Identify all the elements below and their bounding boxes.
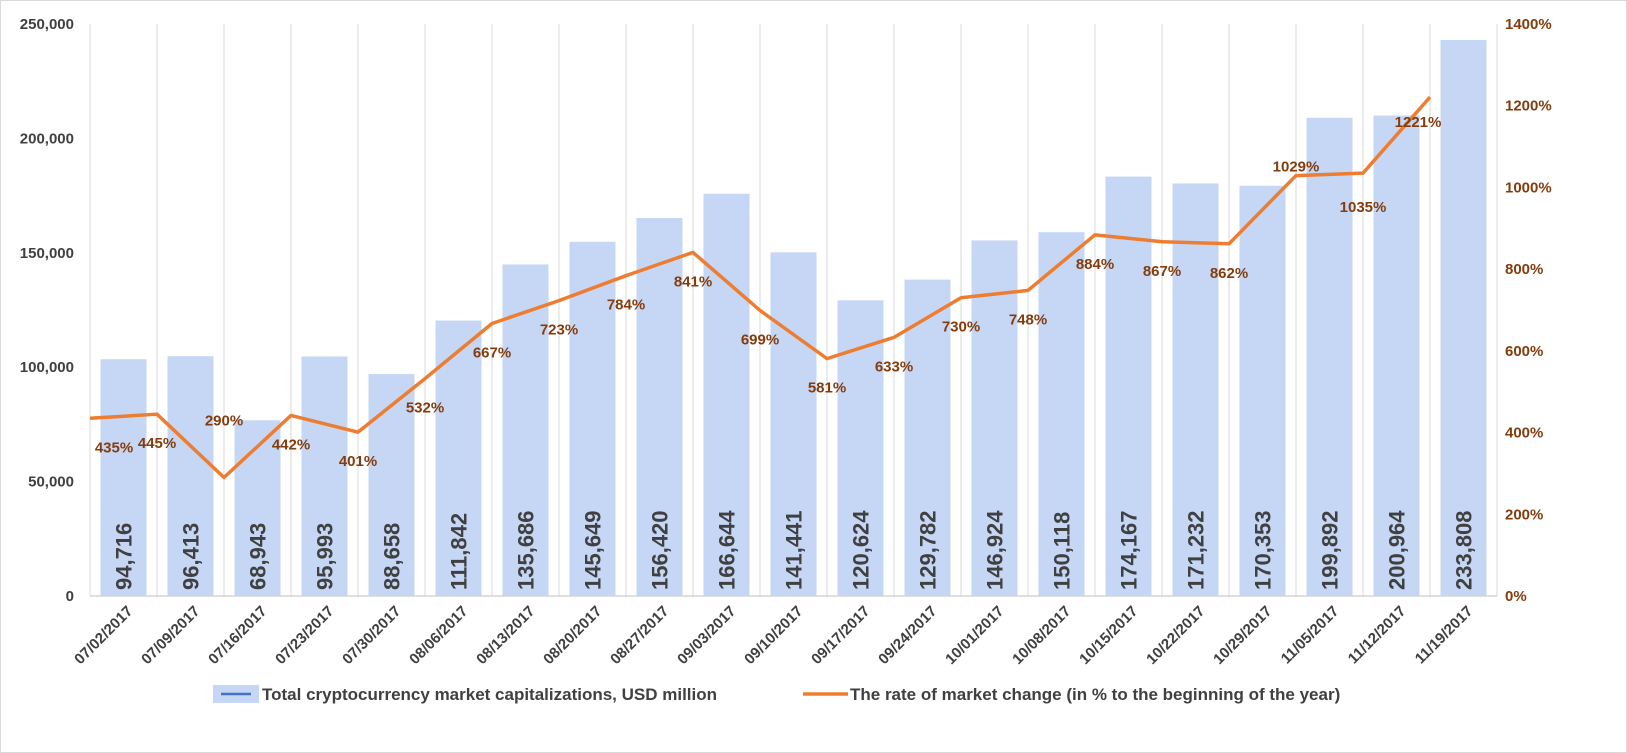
bar	[569, 241, 616, 596]
bar-value-label: 68,943	[246, 523, 271, 590]
bar	[1373, 115, 1420, 597]
line-value-label: 445%	[138, 435, 176, 452]
line-value-label: 1035%	[1340, 199, 1387, 216]
y-right-tick-label: 1200%	[1505, 98, 1552, 115]
bar-value-label: 95,993	[313, 523, 338, 590]
bar	[1440, 40, 1487, 597]
bar	[1105, 176, 1152, 596]
line-value-label: 723%	[540, 322, 578, 339]
y-left-tick-label: 150,000	[20, 245, 74, 262]
bar-value-label: 129,782	[916, 510, 941, 590]
bar-value-label: 146,924	[983, 510, 1008, 590]
bar-value-label: 135,686	[514, 510, 539, 590]
bar	[435, 320, 482, 596]
bar-value-label: 111,842	[447, 513, 472, 590]
line-value-label: 532%	[406, 400, 444, 417]
bar	[234, 420, 281, 596]
bar-value-label: 141,441	[782, 510, 807, 590]
line-value-label: 862%	[1210, 265, 1248, 282]
bar	[971, 240, 1018, 596]
y-left-tick-label: 50,000	[28, 474, 74, 491]
bar	[703, 193, 750, 596]
bar-value-label: 199,892	[1318, 510, 1343, 590]
gridlines	[89, 24, 1498, 597]
line-value-label: 401%	[339, 453, 377, 470]
y-left-tick-label: 200,000	[20, 130, 74, 147]
line-labels: 435% 445% 290% 442% 401% 532% 667% 723% 784% 841%…	[95, 114, 1442, 470]
legend: Total cryptocurrency market capitalizati…	[213, 685, 1340, 704]
bar-value-label: 88,658	[380, 523, 405, 590]
y-left-tick-label: 100,000	[20, 359, 74, 376]
y-right-tick-label: 600%	[1505, 343, 1543, 360]
line-value-label: 1029%	[1273, 159, 1320, 176]
bar-labels: 94,716 96,413 68,943 95,993 88,658 111,842 135…	[112, 510, 1477, 590]
bar-value-label: 94,716	[112, 523, 137, 590]
y-left-tick-label: 250,000	[20, 16, 74, 33]
bar-value-label: 96,413	[179, 523, 204, 590]
line-value-label: 884%	[1076, 256, 1114, 273]
y-right-tick-label: 800%	[1505, 261, 1543, 278]
bar	[502, 264, 549, 596]
line-path	[89, 95, 1432, 480]
y-left-tick-label: 0	[66, 588, 74, 605]
line-value-label: 748%	[1009, 311, 1047, 328]
line-value-label: 435%	[95, 439, 133, 456]
bar-value-label: 170,353	[1251, 510, 1276, 590]
line-value-label: 633%	[875, 358, 913, 375]
bar	[301, 356, 348, 596]
bar	[100, 359, 147, 596]
line-series	[89, 95, 1432, 480]
bar-series	[100, 40, 1487, 597]
bar	[167, 356, 214, 596]
bar-value-label: 166,644	[715, 510, 740, 590]
bar	[1306, 117, 1353, 597]
bar-value-label: 150,118	[1050, 512, 1075, 590]
legend-label-bars: Total cryptocurrency market capitalizati…	[262, 685, 717, 704]
bar	[1239, 185, 1286, 596]
line-value-label: 1221%	[1395, 114, 1442, 131]
line-value-label: 867%	[1143, 263, 1181, 280]
y-right-tick-label: 400%	[1505, 425, 1543, 442]
line-value-label: 442%	[272, 436, 310, 453]
bar-value-label: 145,649	[581, 510, 606, 590]
line-value-label: 667%	[473, 344, 511, 361]
line-value-label: 581%	[808, 380, 846, 397]
bar	[368, 374, 415, 596]
line-value-label: 290%	[205, 413, 243, 430]
bar-value-label: 174,167	[1117, 510, 1142, 590]
bar-value-label: 200,964	[1385, 510, 1410, 590]
y-right-tick-label: 0%	[1505, 588, 1527, 605]
y-right-tick-label: 200%	[1505, 506, 1543, 523]
y-right-tick-label: 1000%	[1505, 179, 1552, 196]
bar	[770, 252, 817, 596]
bar-value-label: 171,232	[1184, 510, 1209, 590]
bar-value-label: 233,808	[1452, 510, 1477, 590]
bar	[636, 218, 683, 596]
line-value-label: 730%	[942, 319, 980, 336]
line-value-label: 784%	[607, 297, 645, 314]
bar	[904, 279, 951, 596]
y-right-tick-label: 1400%	[1505, 16, 1552, 33]
legend-label-line: The rate of market change (in % to the b…	[850, 685, 1340, 704]
line-value-label: 841%	[674, 273, 712, 290]
bar-value-label: 120,624	[849, 510, 874, 590]
bar	[1038, 232, 1085, 596]
bar	[1172, 183, 1219, 596]
line-value-label: 699%	[741, 331, 779, 348]
bar-value-label: 156,420	[648, 510, 673, 590]
